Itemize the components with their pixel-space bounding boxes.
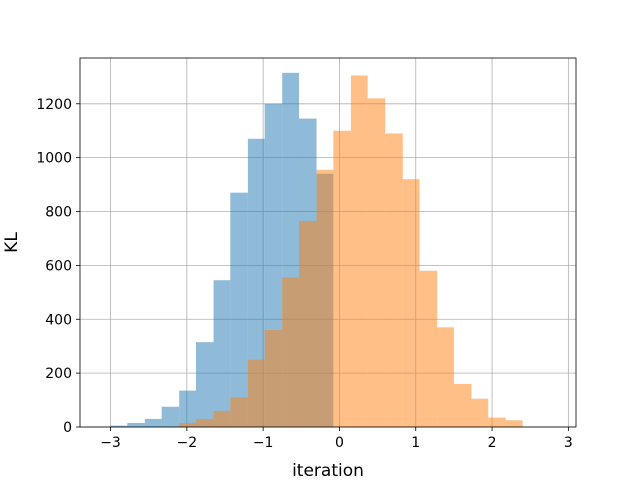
histogram-bar-series-1 [213, 280, 231, 427]
histogram-bars [110, 72, 523, 428]
histogram-bar-series-2 [195, 418, 214, 427]
x-axis-label: iteration [292, 461, 364, 480]
x-tick-label: 3 [564, 435, 573, 451]
histogram-bar-series-2 [247, 359, 265, 427]
histogram-bar-series-1 [247, 138, 265, 427]
y-tick-label: 1200 [36, 97, 72, 113]
y-tick-label: 800 [45, 205, 72, 221]
histogram-bar-series-2 [282, 277, 300, 427]
x-tick-label: −3 [100, 435, 121, 451]
x-tick-label: 1 [411, 435, 420, 451]
x-tick-label: 2 [488, 435, 497, 451]
histogram-bar-series-2 [230, 397, 248, 427]
histogram-bar-series-2 [488, 417, 506, 427]
histogram-bar-series-2 [437, 327, 454, 427]
histogram-bar-series-2 [505, 420, 523, 427]
x-tick-label: −1 [253, 435, 274, 451]
y-tick-label: 1000 [36, 151, 72, 167]
histogram-bar-series-1 [144, 418, 162, 427]
histogram-bar-series-2 [179, 422, 196, 427]
histogram-bar-series-2 [385, 133, 403, 427]
histogram-bar-series-2 [213, 410, 231, 427]
histogram-bar-series-1 [195, 342, 214, 427]
y-axis-ticks: 0 200 400 600 800 1000 1200 [36, 97, 80, 436]
histogram-bar-series-1 [179, 390, 196, 427]
histogram-bar-series-1 [161, 406, 180, 427]
y-tick-label: 200 [45, 366, 72, 382]
histogram-bar-series-2 [367, 98, 386, 427]
histogram-bar-series-1 [230, 192, 248, 427]
x-tick-label: −2 [177, 435, 198, 451]
histogram-bar-series-2 [402, 179, 420, 427]
histogram-bar-series-2 [316, 169, 334, 427]
histogram-bar-series-1 [110, 425, 128, 427]
histogram-bar-series-2 [350, 75, 368, 428]
plot-frame [79, 57, 577, 428]
y-tick-label: 0 [63, 420, 72, 436]
histogram-bar-series-2 [471, 398, 489, 427]
histogram-bar-series-2 [419, 270, 438, 427]
y-tick-label: 400 [45, 312, 72, 328]
x-axis-ticks: −3 −2 −1 0 1 2 3 [100, 427, 573, 451]
histogram-bar-series-2 [333, 130, 351, 427]
histogram-bar-series-1 [127, 422, 145, 427]
y-axis-label: KL [2, 232, 22, 253]
histogram-bar-series-2 [453, 383, 472, 427]
histogram-bar-series-2 [299, 220, 317, 427]
histogram-bar-series-2 [264, 330, 283, 427]
y-tick-label: 600 [45, 258, 72, 274]
x-tick-label: 0 [335, 435, 344, 451]
